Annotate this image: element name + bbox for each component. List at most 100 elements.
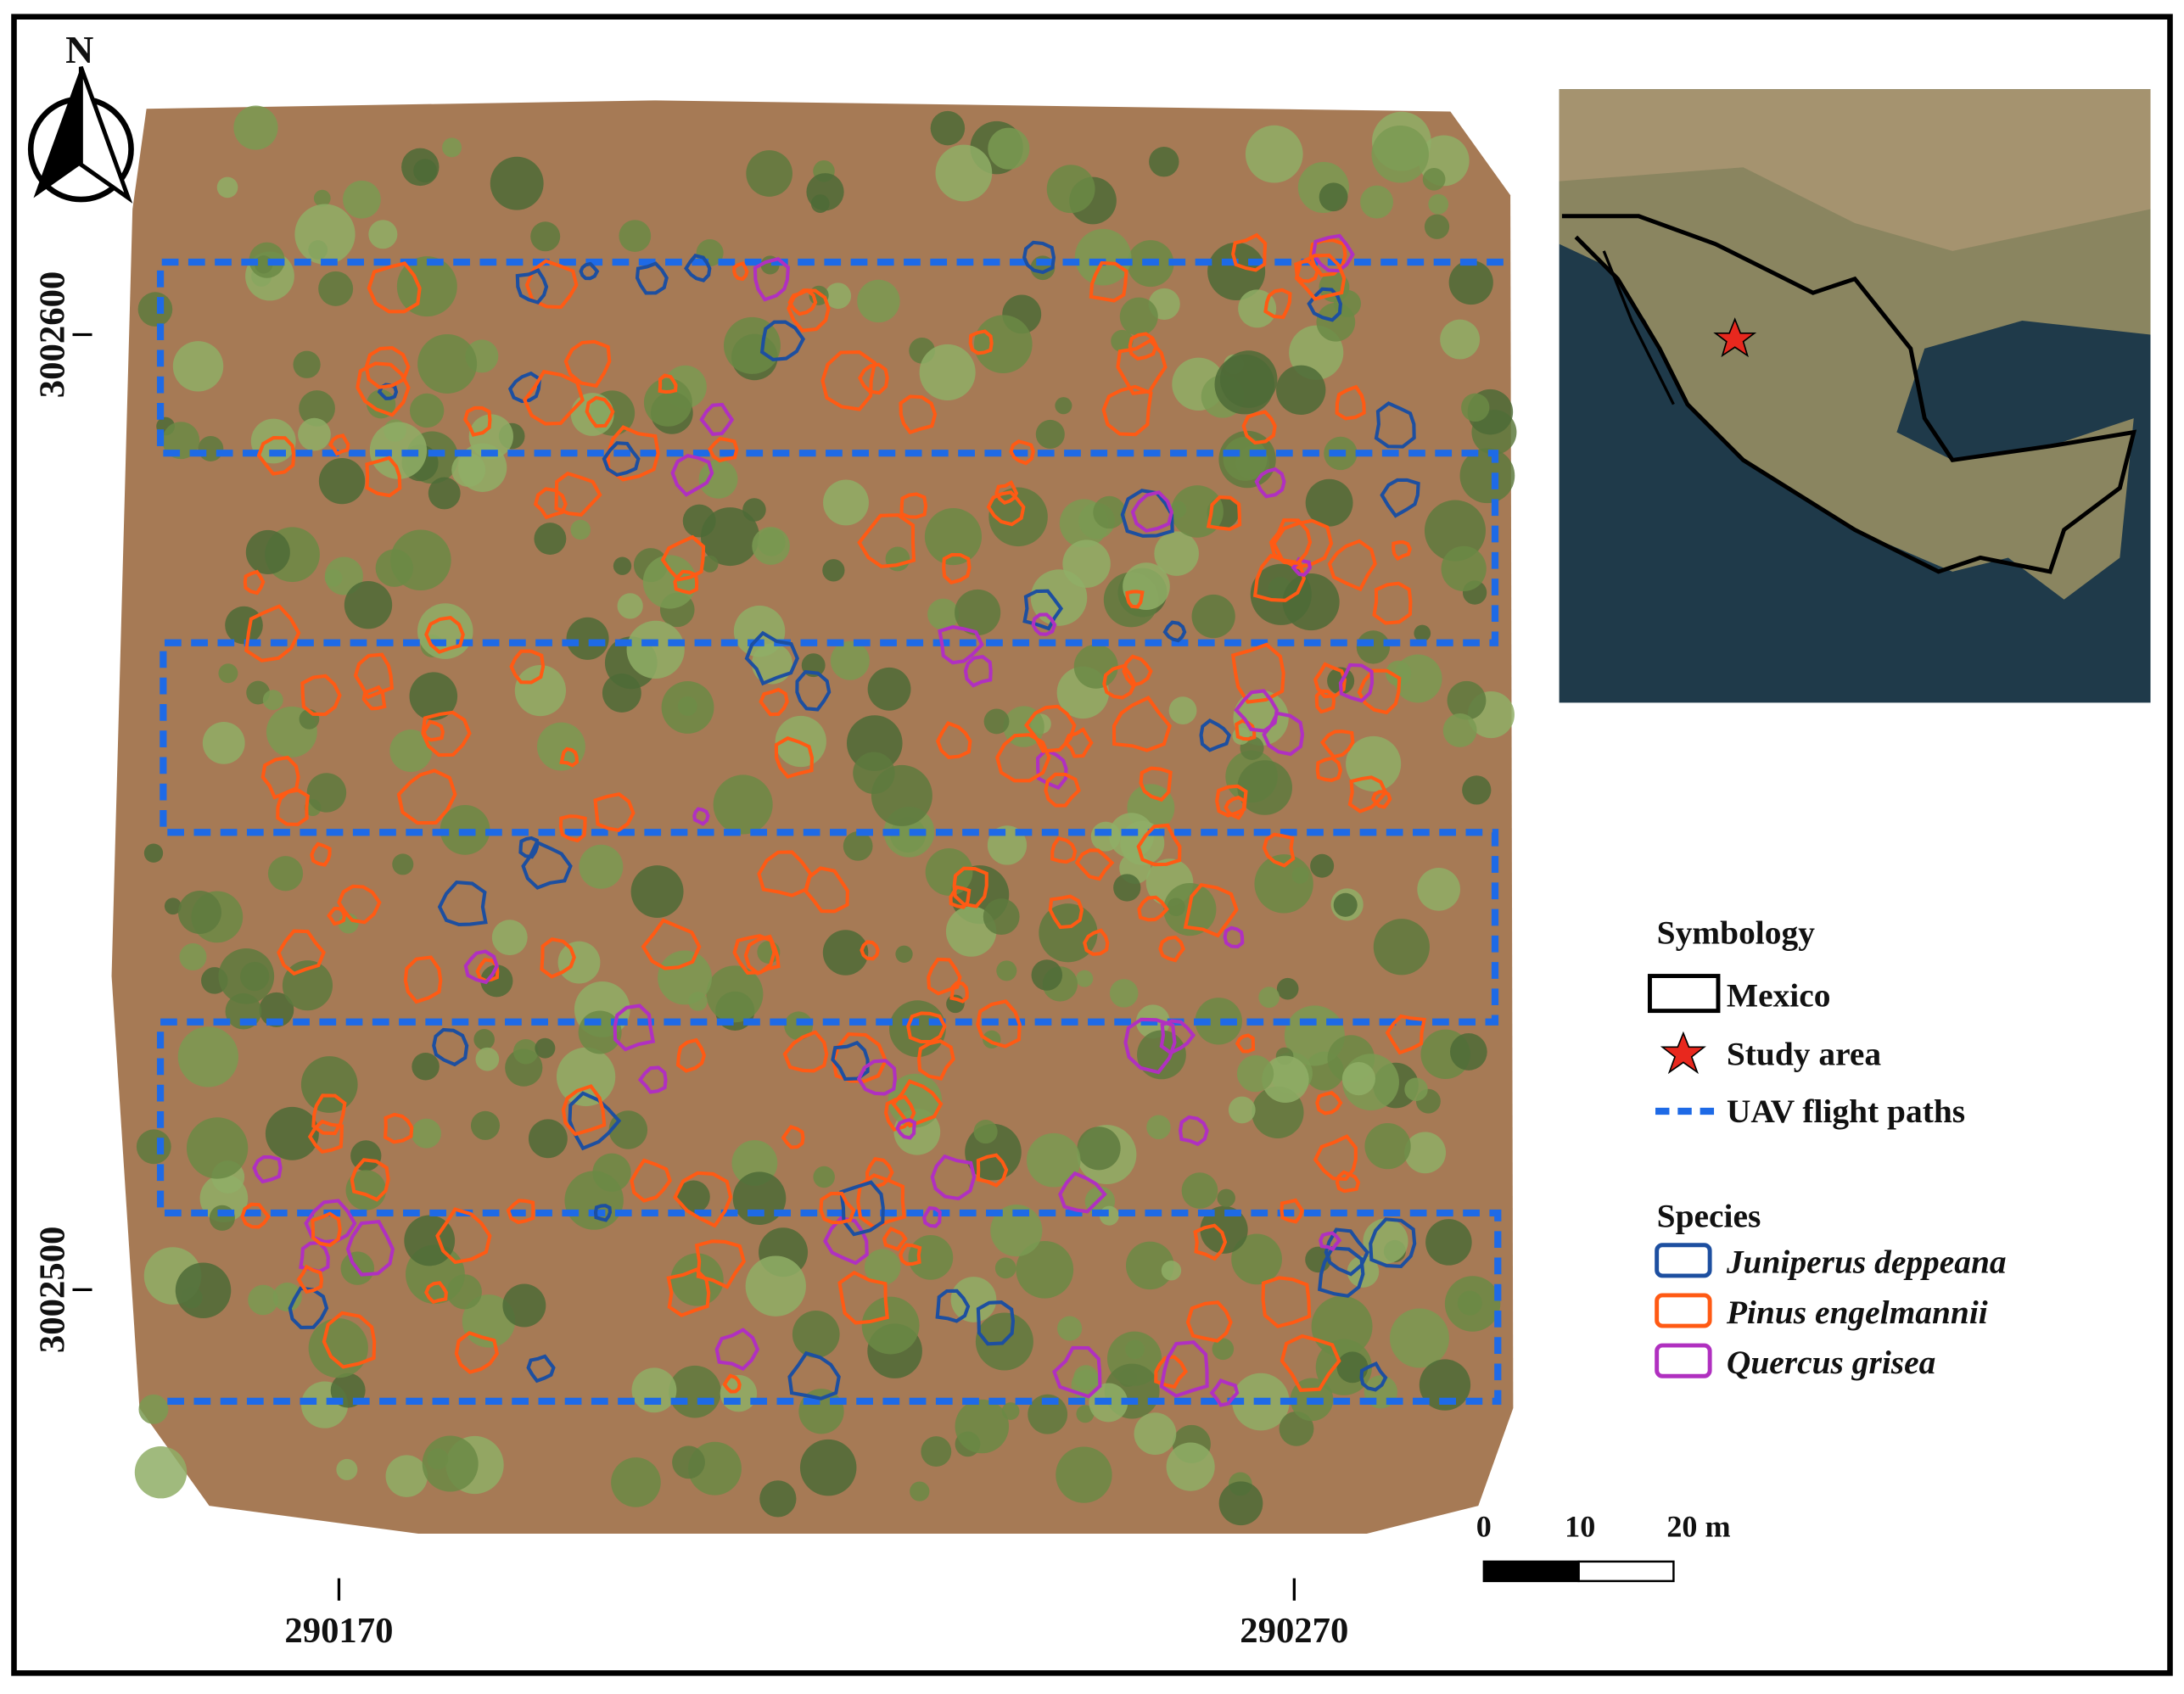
crown-outline (635, 261, 669, 295)
crown-outline (1136, 823, 1182, 867)
tree (1161, 1261, 1182, 1281)
crown-outline (1318, 1246, 1365, 1298)
crown-outline (1335, 384, 1366, 421)
legend-item: Study area (1727, 1036, 1882, 1073)
crown-outline (256, 436, 296, 476)
tree (1231, 1233, 1282, 1285)
tree (1214, 354, 1275, 415)
tree (1046, 165, 1095, 214)
crown-outlines (240, 232, 1426, 1407)
crown-outline (694, 1239, 746, 1289)
tree (908, 1235, 954, 1280)
crown-outline (244, 604, 301, 663)
crown-outline (437, 880, 488, 926)
tree (202, 721, 245, 764)
tree (491, 920, 528, 956)
crown-outline (899, 492, 928, 519)
tree (293, 350, 321, 378)
crown-outline (522, 369, 585, 426)
tree (375, 549, 414, 587)
tree (1212, 1338, 1235, 1361)
tree (921, 1436, 952, 1468)
tree (1093, 495, 1126, 529)
tree (752, 527, 790, 565)
scale-label: 0 (1476, 1509, 1492, 1543)
crown-outline (1262, 711, 1305, 757)
crown-outline (1050, 836, 1078, 864)
tree (843, 831, 873, 861)
tree (1404, 1132, 1447, 1174)
crown-outline (1385, 1014, 1426, 1055)
crown-outline (509, 649, 546, 685)
crown-outline (895, 1117, 917, 1140)
crown-outline (787, 1350, 841, 1400)
crown-outline (995, 733, 1051, 783)
tree (1113, 874, 1141, 902)
crown-outline (1261, 1276, 1312, 1328)
tree (1232, 727, 1250, 745)
crown-outline (732, 261, 749, 282)
tree (1356, 630, 1391, 664)
tree (823, 479, 869, 526)
tree (910, 1481, 930, 1501)
crown-outline (1231, 232, 1268, 272)
crown-outline (367, 261, 422, 314)
crown-outline (837, 1270, 889, 1325)
crown-outline (994, 480, 1019, 506)
crown-outline (424, 615, 465, 654)
scale-label: 20 m (1666, 1509, 1730, 1543)
crown-outline (699, 402, 735, 436)
crown-outline (322, 1311, 377, 1369)
tree (412, 1052, 440, 1081)
tree (1389, 1308, 1449, 1368)
crown-outline (899, 394, 938, 435)
crown-outline (1209, 1378, 1240, 1407)
inset-map (1559, 89, 2151, 703)
tree (1254, 854, 1313, 914)
legend-symbol (1655, 1293, 1712, 1328)
tree (1109, 979, 1139, 1008)
crown-outline (787, 288, 831, 333)
crown-outline (521, 840, 573, 890)
tree (428, 477, 461, 510)
crown-outline (1154, 1355, 1188, 1389)
tree (1311, 1295, 1373, 1357)
tree (930, 110, 966, 146)
crown-outline (1058, 1171, 1107, 1214)
tree (535, 1037, 556, 1059)
crown-outline (757, 850, 813, 897)
crown-outline (1215, 784, 1248, 818)
crown-outline (670, 453, 714, 497)
tree (732, 1171, 787, 1225)
tree (1031, 959, 1063, 991)
crown-outline (1022, 589, 1064, 631)
crown-outline (462, 405, 492, 437)
tree (613, 556, 632, 575)
crown-outline (1101, 384, 1153, 437)
crown-outline (361, 685, 387, 711)
crown-outline (579, 261, 600, 281)
tree (813, 1166, 835, 1188)
tree-canopies (134, 105, 1517, 1526)
tree (1057, 1316, 1083, 1341)
crown-outline (1291, 556, 1313, 577)
tree (248, 1284, 278, 1316)
crown-outline (921, 1205, 942, 1228)
tree (1462, 775, 1492, 805)
tree (853, 752, 895, 794)
tree (475, 1047, 500, 1071)
crown-outline (692, 807, 710, 826)
tree (298, 417, 331, 451)
legend-item: Mexico (1727, 977, 1831, 1015)
crown-outline (307, 1119, 344, 1154)
crown-outline (856, 1173, 906, 1229)
crown-outline (743, 934, 781, 976)
legend-title: Symbology (1657, 914, 1816, 952)
tree (422, 1435, 479, 1492)
tree (1449, 1033, 1487, 1071)
crown-outline (684, 253, 712, 282)
crown-outline (526, 1354, 556, 1384)
crown-outline (345, 1219, 395, 1277)
tree (177, 890, 221, 934)
crown-outline (311, 1093, 347, 1136)
